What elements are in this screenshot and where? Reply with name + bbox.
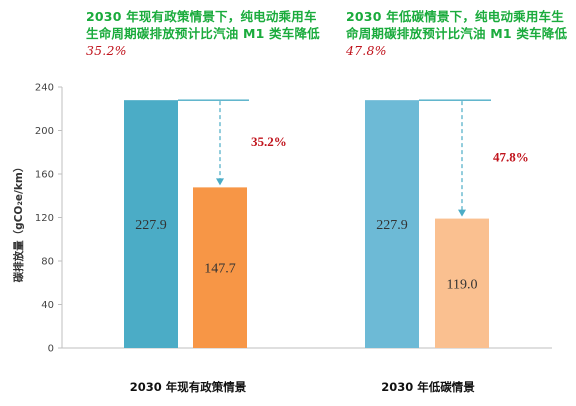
y-tick-label: 120 (35, 213, 54, 224)
y-axis-label: 碳排放量（gCO₂e/km） (12, 162, 25, 283)
y-tick-label: 0 (48, 344, 54, 355)
reduction-label: 35.2% (251, 134, 287, 149)
y-tick-label: 160 (35, 170, 54, 181)
annotation-low-carbon: 2030 年低碳情景下，纯电动乘用车生命周期碳排放预计比汽油 M1 类车降低 47… (346, 8, 572, 59)
annotation-text: 2030 年现有政策情景下，纯电动乘用车生命周期碳排放预计比汽油 M1 类车降低 (86, 9, 320, 41)
bar (435, 218, 489, 348)
y-tick-label: 240 (35, 83, 54, 94)
bar-value-label: 119.0 (447, 277, 478, 292)
reduction-arrow-head (458, 209, 466, 217)
annotation-pct: 47.8% (346, 43, 387, 58)
reduction-arrow-head (216, 178, 224, 186)
bar-value-label: 227.9 (376, 218, 408, 233)
category-label-low-carbon: 2030 年低碳情景 (381, 380, 475, 394)
annotation-current-policy: 2030 年现有政策情景下，纯电动乘用车生命周期碳排放预计比汽油 M1 类车降低… (86, 8, 322, 59)
category-label-current-policy: 2030 年现有政策情景 (130, 380, 247, 394)
y-tick-label: 200 (35, 126, 54, 137)
bar-value-label: 227.9 (135, 218, 167, 233)
bar (193, 187, 247, 348)
y-tick-label: 80 (41, 257, 54, 268)
bar-value-label: 147.7 (204, 262, 236, 277)
bar (124, 100, 178, 348)
bar (365, 100, 419, 348)
annotation-text: 2030 年低碳情景下，纯电动乘用车生命周期碳排放预计比汽油 M1 类车降低 (346, 9, 568, 41)
annotation-pct: 35.2% (86, 43, 127, 58)
y-tick-label: 40 (41, 300, 54, 311)
reduction-label: 47.8% (493, 149, 529, 164)
